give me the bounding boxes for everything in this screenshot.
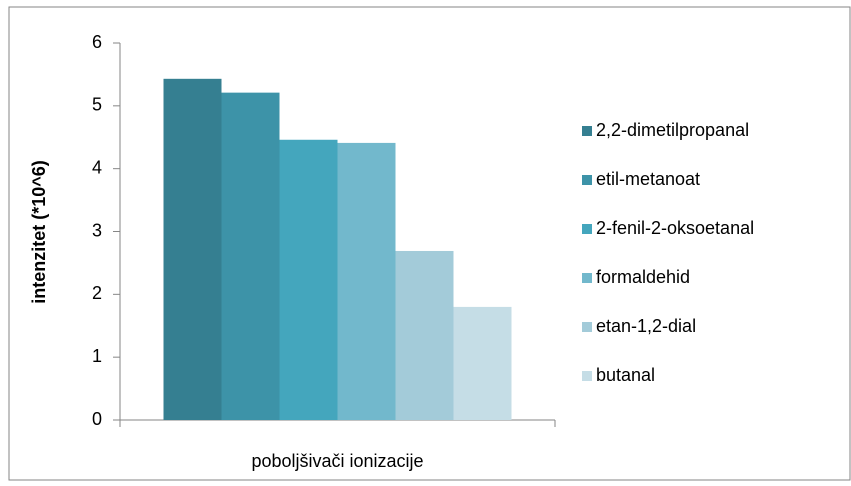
y-axis-label: intenzitet (*10^6) [29, 160, 49, 304]
legend-swatch [582, 126, 592, 136]
y-tick-label: 0 [92, 409, 102, 429]
legend-label: 2-fenil-2-oksoetanal [596, 218, 754, 238]
legend-label: butanal [596, 365, 655, 385]
bar [163, 78, 222, 420]
y-tick-label: 1 [92, 346, 102, 366]
legend-swatch [582, 224, 592, 234]
y-tick-label: 4 [92, 157, 102, 177]
y-tick-label: 5 [92, 95, 102, 115]
bar [453, 306, 512, 420]
legend-swatch [582, 371, 592, 381]
legend-swatch [582, 175, 592, 185]
y-tick-label: 6 [92, 32, 102, 52]
bar [279, 139, 338, 420]
bar [221, 92, 280, 420]
y-tick-label: 3 [92, 220, 102, 240]
bar [337, 142, 396, 420]
legend-label: etil-metanoat [596, 169, 700, 189]
legend-label: 2,2-dimetilpropanal [596, 120, 749, 140]
x-tick-label: poboljšivači ionizacije [251, 451, 423, 471]
legend-swatch [582, 273, 592, 283]
legend-label: formaldehid [596, 267, 690, 287]
legend-swatch [582, 322, 592, 332]
y-tick-label: 2 [92, 283, 102, 303]
legend-label: etan-1,2-dial [596, 316, 696, 336]
bar [395, 250, 454, 420]
